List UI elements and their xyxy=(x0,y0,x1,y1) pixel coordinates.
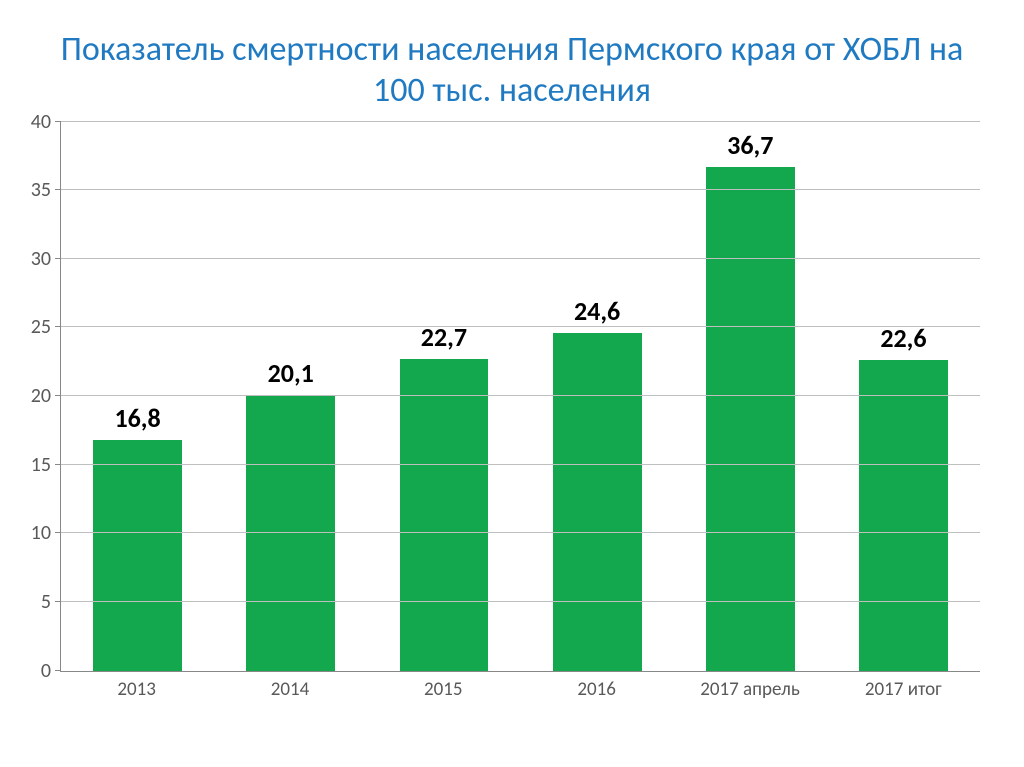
plot-region: 16,820,122,724,636,722,6 051015202530354… xyxy=(60,122,980,672)
y-tick-mark xyxy=(55,121,61,122)
gridline xyxy=(61,395,980,396)
bar-slot: 20,1 xyxy=(214,122,367,671)
y-tick-label: 0 xyxy=(41,659,61,683)
bar-value-label: 22,6 xyxy=(880,322,926,360)
x-tick-label: 2013 xyxy=(60,678,213,701)
bar-slot: 16,8 xyxy=(61,122,214,671)
y-tick-label: 30 xyxy=(31,247,61,271)
x-tick-label: 2015 xyxy=(367,678,520,701)
bar-slot: 22,7 xyxy=(367,122,520,671)
bar: 36,7 xyxy=(706,167,795,671)
gridline xyxy=(61,189,980,190)
gridline xyxy=(61,258,980,259)
bar: 22,7 xyxy=(400,359,489,671)
y-tick-mark xyxy=(55,532,61,533)
y-tick-label: 10 xyxy=(31,521,61,545)
x-tick-label: 2014 xyxy=(213,678,366,701)
gridline xyxy=(61,326,980,327)
bar-value-label: 36,7 xyxy=(727,129,773,167)
bar-value-label: 20,1 xyxy=(268,357,314,395)
y-tick-label: 15 xyxy=(31,453,61,477)
y-tick-mark xyxy=(55,464,61,465)
y-tick-mark xyxy=(55,258,61,259)
y-tick-label: 25 xyxy=(31,315,61,339)
chart-area: 16,820,122,724,636,722,6 051015202530354… xyxy=(60,122,984,701)
bar: 24,6 xyxy=(553,333,642,671)
bar-value-label: 16,8 xyxy=(114,402,160,440)
gridline xyxy=(61,601,980,602)
gridline xyxy=(61,464,980,465)
bar: 22,6 xyxy=(859,360,948,670)
y-tick-label: 35 xyxy=(31,178,61,202)
y-tick-label: 5 xyxy=(41,590,61,614)
bars-container: 16,8 20,1 22,7 24,6 36,7 22,6 xyxy=(61,122,980,671)
bar-slot: 24,6 xyxy=(521,122,674,671)
bar-slot: 36,7 xyxy=(674,122,827,671)
y-tick-mark xyxy=(55,189,61,190)
bar-slot: 22,6 xyxy=(827,122,980,671)
y-tick-mark xyxy=(55,326,61,327)
y-tick-mark xyxy=(55,395,61,396)
gridline xyxy=(61,532,980,533)
y-tick-label: 40 xyxy=(31,110,61,134)
y-tick-mark xyxy=(55,601,61,602)
bar: 16,8 xyxy=(93,440,182,671)
gridline xyxy=(61,121,980,122)
x-axis: 20132014201520162017 апрель2017 итог xyxy=(60,678,980,701)
x-tick-label: 2016 xyxy=(520,678,673,701)
x-tick-label: 2017 итог xyxy=(827,678,980,701)
x-tick-label: 2017 апрель xyxy=(673,678,826,701)
chart-title: Показатель смертности населения Пермског… xyxy=(0,0,1024,122)
y-tick-label: 20 xyxy=(31,384,61,408)
y-tick-mark xyxy=(55,670,61,671)
